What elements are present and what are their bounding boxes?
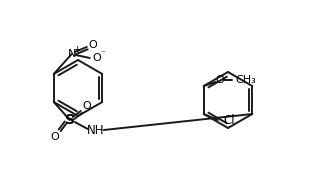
- Text: O: O: [88, 40, 97, 50]
- Text: Cl: Cl: [223, 114, 235, 126]
- Text: NH: NH: [87, 123, 105, 137]
- Text: O: O: [82, 101, 91, 111]
- Text: O: O: [50, 132, 59, 142]
- Text: O: O: [215, 75, 224, 85]
- Text: ⁻: ⁻: [100, 50, 105, 58]
- Text: S: S: [65, 113, 75, 127]
- Text: CH₃: CH₃: [236, 75, 256, 85]
- Text: N: N: [68, 49, 76, 59]
- Text: O: O: [92, 53, 101, 63]
- Text: +: +: [73, 45, 81, 53]
